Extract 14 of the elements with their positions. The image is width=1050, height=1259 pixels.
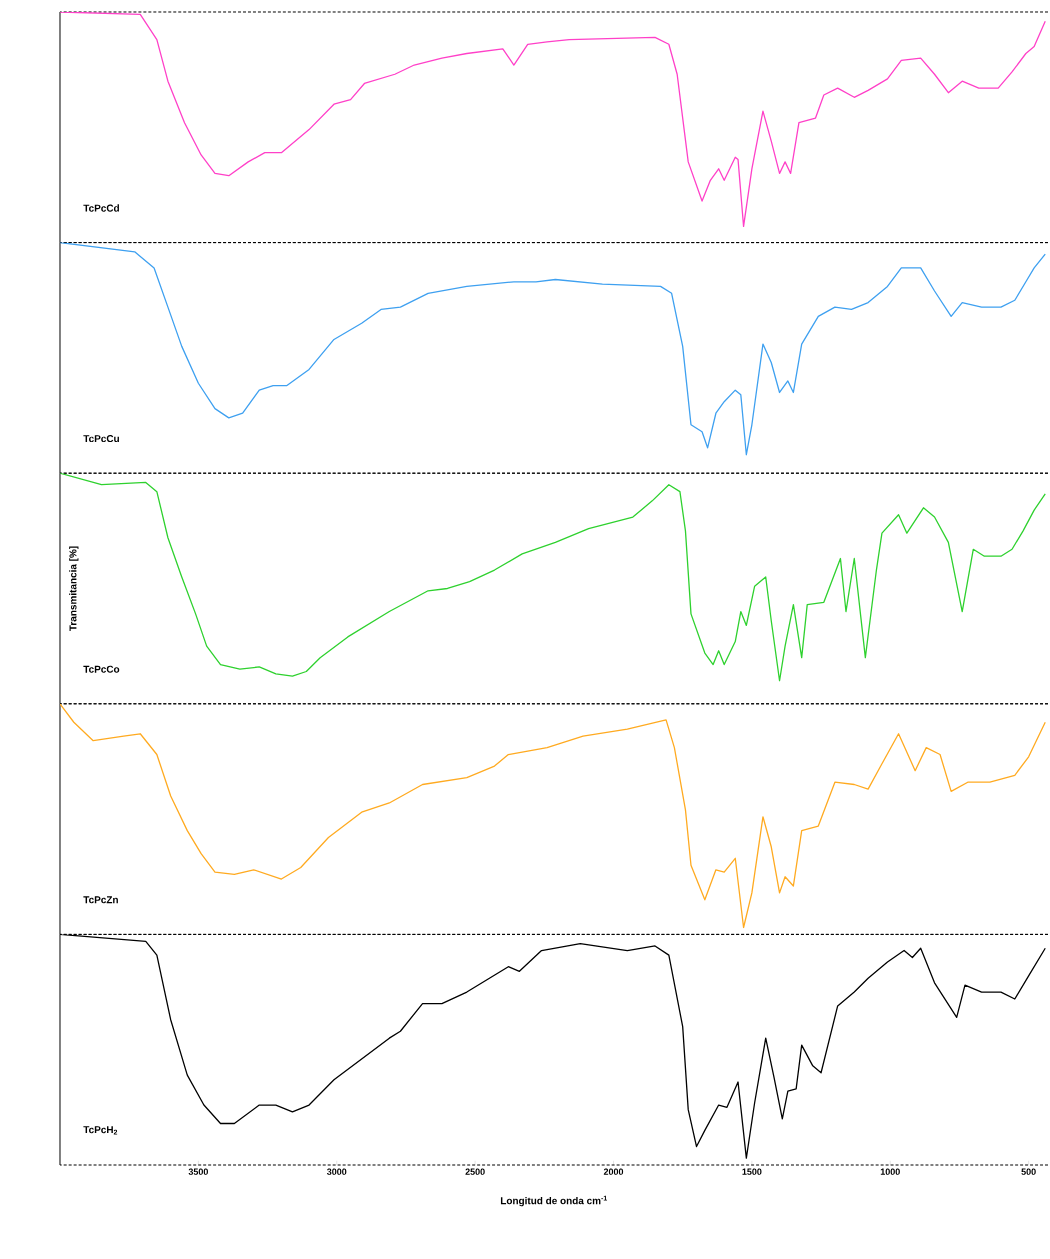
x-tick-label: 1000 <box>880 1168 900 1175</box>
x-tick-label: 2000 <box>603 1168 624 1175</box>
x-axis-title: Longitud de onda cm$^{-1}$ <box>500 1195 608 1207</box>
x-tick-label: 2500 <box>465 1168 485 1175</box>
text: TcPcCo <box>83 665 120 673</box>
x-tick-label: 3000 <box>326 1168 347 1175</box>
x-tick-label: 1500 <box>742 1168 762 1175</box>
text: TcPcH$_{2}$ <box>83 1126 118 1135</box>
text: TcPcCu <box>83 435 119 443</box>
y-axis-title: Transmitancia [%] <box>69 546 79 632</box>
x-tick-label: 500 <box>1021 1168 1036 1175</box>
x-tick-label: 3500 <box>188 1168 208 1175</box>
text: TcPcCd <box>83 204 119 212</box>
text: TcPcZn <box>83 896 118 904</box>
